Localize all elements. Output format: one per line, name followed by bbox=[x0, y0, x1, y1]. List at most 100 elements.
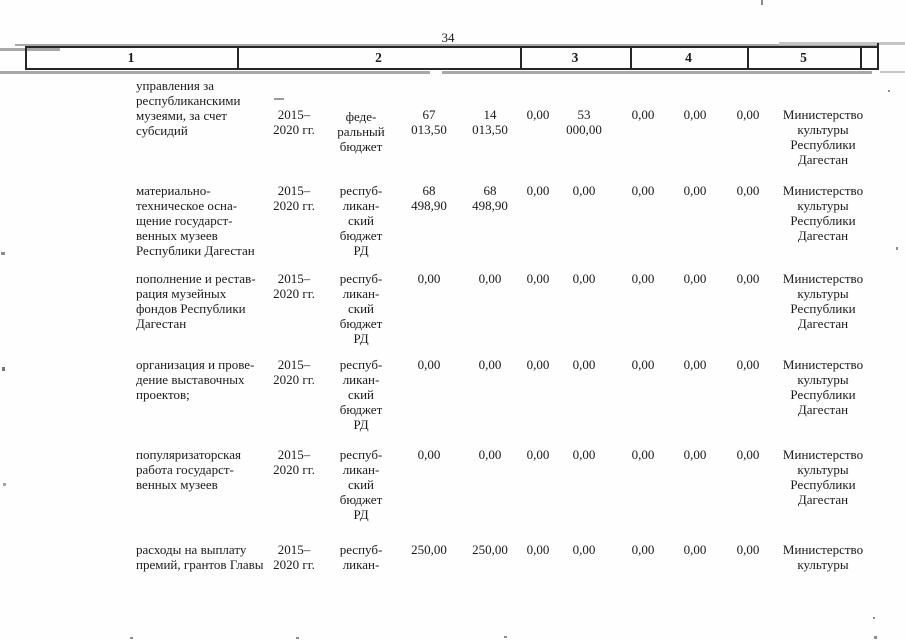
executor-cell: Министерство культуры Республики Дагеста… bbox=[782, 357, 864, 417]
table-border-line bbox=[779, 42, 905, 45]
value-cell: 0,00 bbox=[417, 357, 441, 372]
scan-artifact bbox=[873, 617, 875, 619]
table-border-line bbox=[25, 68, 877, 70]
value-cell: 0,00 bbox=[478, 447, 502, 462]
table-border-line bbox=[237, 46, 239, 70]
value-cell: 0,00 bbox=[631, 271, 655, 286]
value-cell: 0,00 bbox=[417, 447, 441, 462]
value-cell: 0,00 bbox=[683, 357, 707, 372]
table-border-line bbox=[630, 46, 632, 70]
value-cell: 53 000,00 bbox=[566, 107, 602, 137]
period-cell: 2015– 2020 гг. bbox=[273, 271, 315, 301]
value-cell: 0,00 bbox=[417, 271, 441, 286]
table-border-line bbox=[520, 46, 522, 70]
column-header-3: 3 bbox=[571, 50, 579, 65]
activity-cell: материально- техническое осна- щение гос… bbox=[136, 183, 255, 258]
period-cell: 2015– 2020 гг. bbox=[273, 357, 315, 387]
value-cell: 14 013,50 bbox=[472, 107, 508, 137]
page-number: 34 bbox=[441, 30, 455, 45]
table-border-line bbox=[747, 46, 749, 70]
executor-cell: Министерство культуры bbox=[782, 542, 864, 572]
table-border-line bbox=[860, 46, 862, 70]
value-cell: 0,00 bbox=[683, 271, 707, 286]
funding-source-cell: респуб- ликан- ский бюджет РД bbox=[339, 357, 383, 432]
scan-artifact bbox=[296, 637, 299, 639]
value-cell: 0,00 bbox=[572, 542, 596, 557]
table-border-line bbox=[880, 71, 905, 73]
column-header-4: 4 bbox=[685, 50, 692, 65]
value-cell: 0,00 bbox=[572, 447, 596, 462]
value-cell: 0,00 bbox=[526, 107, 550, 122]
period-cell: 2015– 2020 гг. bbox=[273, 107, 315, 137]
value-cell: 250,00 bbox=[472, 542, 508, 557]
table-border-line bbox=[25, 46, 27, 70]
value-cell: 0,00 bbox=[736, 447, 760, 462]
value-cell: 67 013,50 bbox=[411, 107, 447, 137]
value-cell: 0,00 bbox=[683, 447, 707, 462]
scan-artifact bbox=[761, 0, 763, 5]
value-cell: 0,00 bbox=[631, 107, 655, 122]
value-cell: 0,00 bbox=[736, 357, 760, 372]
funding-source-cell: феде- ральный бюджет bbox=[337, 109, 385, 154]
executor-cell: Министерство культуры Республики Дагеста… bbox=[782, 107, 864, 167]
funding-source-cell: респуб- ликан- ский бюджет РД bbox=[339, 183, 383, 258]
table-border-line bbox=[25, 46, 877, 48]
activity-cell: расходы на выплату премий, грантов Главы bbox=[136, 542, 264, 572]
activity-cell: популяризаторская работа государст- венн… bbox=[136, 447, 241, 492]
activity-cell: организация и прове- дение выставочных п… bbox=[136, 357, 255, 402]
funding-source-cell: респуб- ликан- ский бюджет РД bbox=[339, 447, 383, 522]
executor-cell: Министерство культуры Республики Дагеста… bbox=[782, 447, 864, 507]
table-border-line bbox=[0, 71, 430, 74]
column-header-5: 5 bbox=[800, 50, 807, 65]
value-cell: 0,00 bbox=[736, 271, 760, 286]
scan-artifact bbox=[1, 252, 5, 255]
executor-cell: Министерство культуры Республики Дагеста… bbox=[782, 183, 864, 243]
value-cell: 0,00 bbox=[526, 271, 550, 286]
table-border-line bbox=[877, 43, 879, 70]
scan-artifact bbox=[888, 90, 890, 92]
value-cell: 0,00 bbox=[683, 542, 707, 557]
column-header-2: 2 bbox=[375, 50, 382, 65]
funding-source-cell: респуб- ликан- bbox=[339, 542, 383, 572]
value-cell: 250,00 bbox=[411, 542, 447, 557]
value-cell: 0,00 bbox=[526, 447, 550, 462]
table-border-line bbox=[442, 71, 872, 74]
funding-source-cell: респуб- ликан- ский бюджет РД bbox=[339, 271, 383, 346]
scan-artifact bbox=[274, 98, 284, 100]
value-cell: 0,00 bbox=[478, 271, 502, 286]
value-cell: 0,00 bbox=[683, 183, 707, 198]
column-header-1: 1 bbox=[127, 50, 135, 65]
value-cell: 0,00 bbox=[736, 107, 760, 122]
value-cell: 0,00 bbox=[572, 183, 596, 198]
scan-artifact bbox=[896, 247, 898, 250]
period-cell: 2015– 2020 гг. bbox=[273, 542, 315, 572]
executor-cell: Министерство культуры Республики Дагеста… bbox=[782, 271, 864, 331]
value-cell: 0,00 bbox=[683, 107, 707, 122]
value-cell: 0,00 bbox=[736, 183, 760, 198]
value-cell: 0,00 bbox=[526, 357, 550, 372]
value-cell: 0,00 bbox=[631, 357, 655, 372]
activity-cell: управления за республиканскими музеями, … bbox=[136, 78, 241, 138]
table-border-line bbox=[15, 44, 877, 46]
value-cell: 0,00 bbox=[572, 271, 596, 286]
value-cell: 0,00 bbox=[478, 357, 502, 372]
scan-artifact bbox=[130, 637, 133, 639]
scan-artifact bbox=[874, 636, 877, 639]
value-cell: 0,00 bbox=[526, 542, 550, 557]
activity-cell: пополнение и рестав- рация музейных фонд… bbox=[136, 271, 256, 331]
value-cell: 68 498,90 bbox=[472, 183, 508, 213]
value-cell: 0,00 bbox=[526, 183, 550, 198]
scan-artifact bbox=[3, 483, 6, 486]
table-border-line bbox=[0, 48, 60, 51]
scan-artifact bbox=[2, 367, 5, 371]
value-cell: 68 498,90 bbox=[411, 183, 447, 213]
period-cell: 2015– 2020 гг. bbox=[273, 447, 315, 477]
scan-artifact bbox=[504, 636, 507, 638]
value-cell: 0,00 bbox=[736, 542, 760, 557]
period-cell: 2015– 2020 гг. bbox=[273, 183, 315, 213]
value-cell: 0,00 bbox=[631, 542, 655, 557]
value-cell: 0,00 bbox=[572, 357, 596, 372]
value-cell: 0,00 bbox=[631, 447, 655, 462]
value-cell: 0,00 bbox=[631, 183, 655, 198]
